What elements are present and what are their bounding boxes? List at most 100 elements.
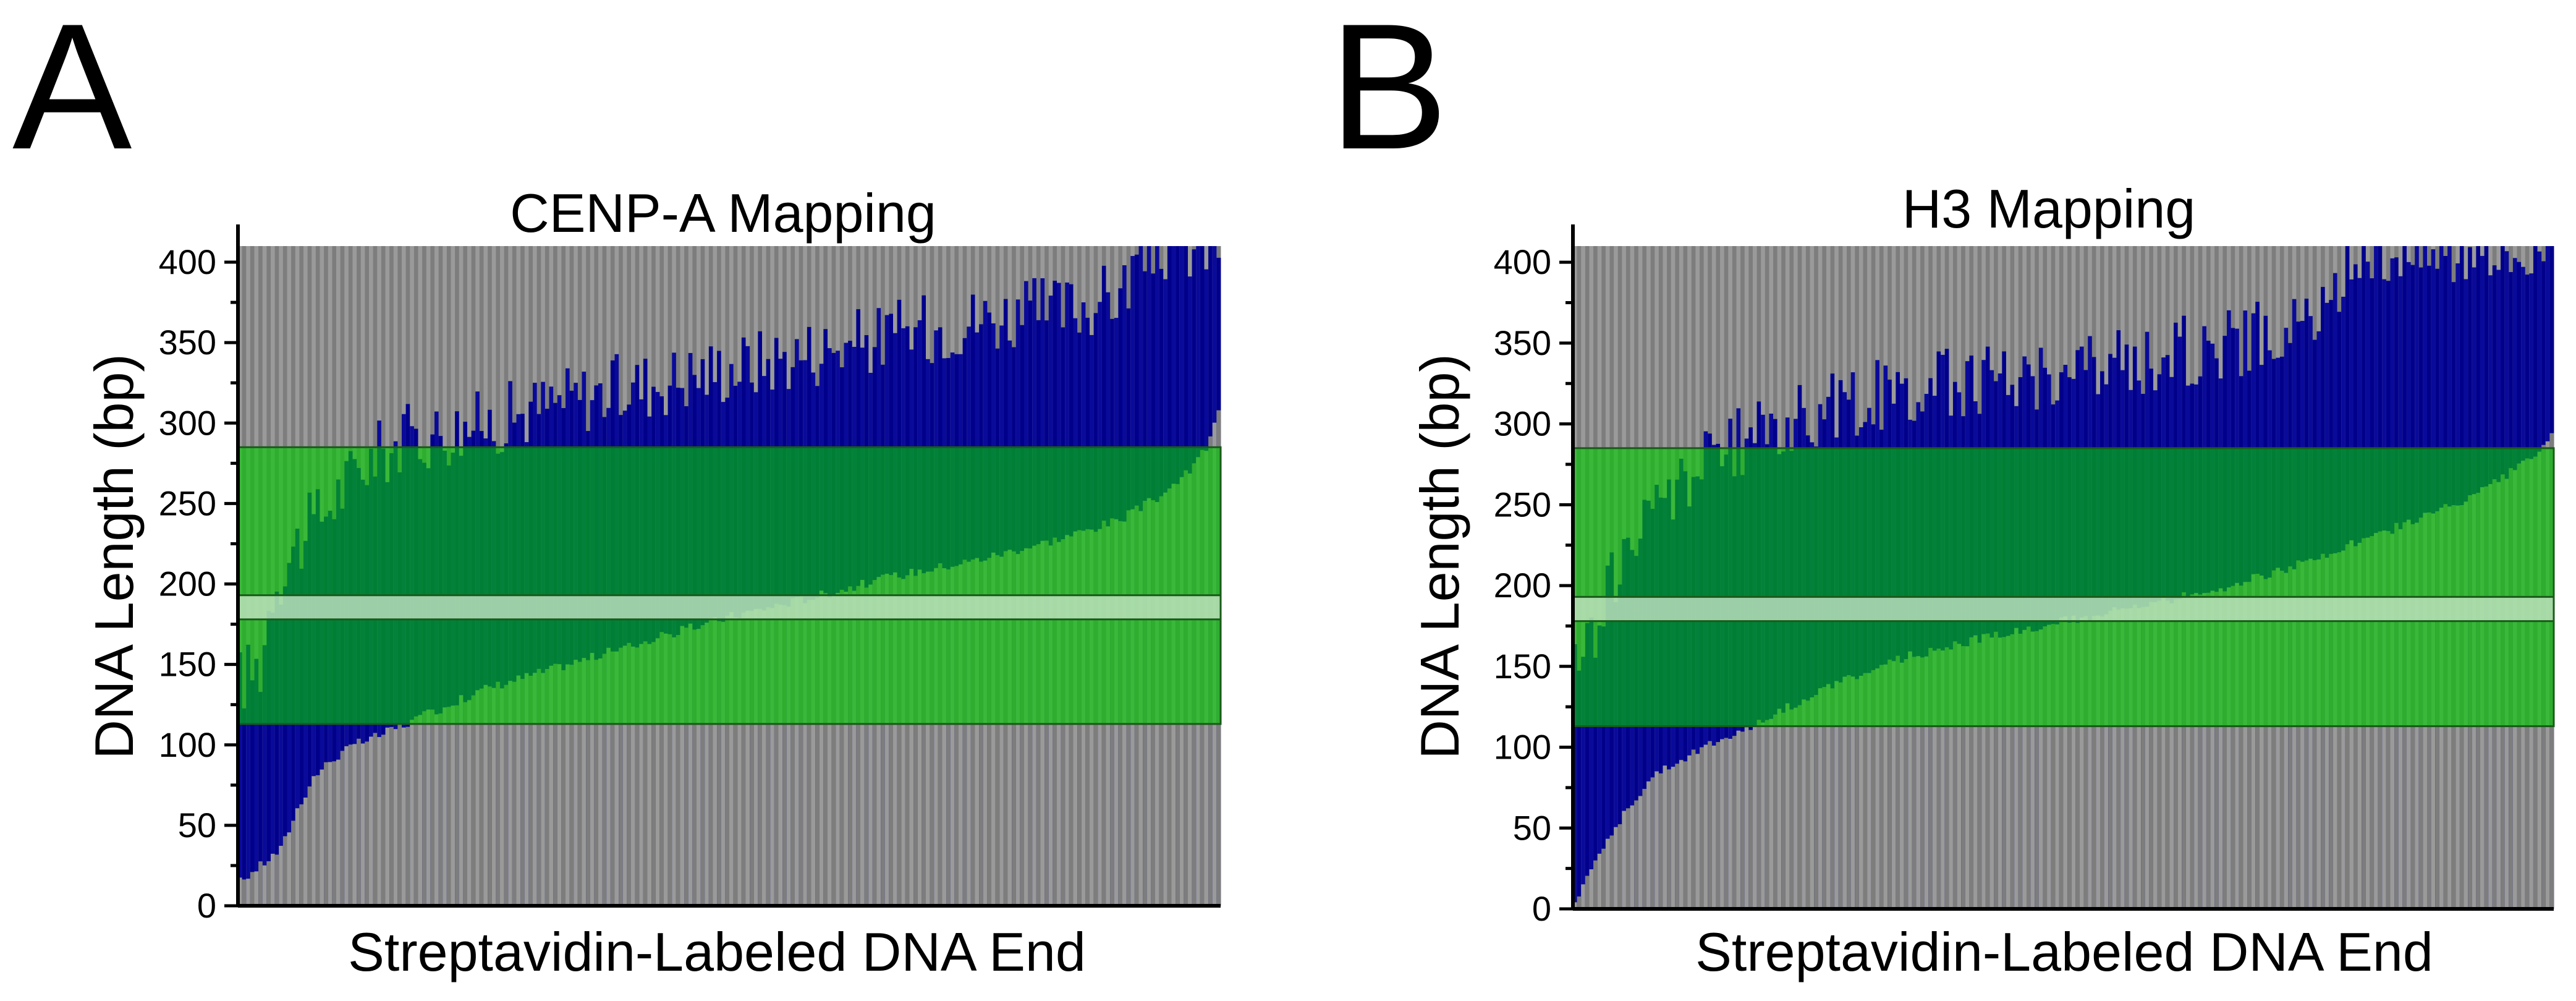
bar-flank-a-155: [872, 580, 877, 906]
bar-flank-b-83: [1912, 657, 1917, 909]
bar-flank-a-39: [397, 724, 402, 906]
bar-flank-a-144: [828, 597, 833, 906]
bar-flank-a-168: [926, 571, 931, 906]
bar-flank-b-157: [2214, 592, 2219, 909]
bar-flank-b-109: [2018, 633, 2023, 909]
bar-flank-a-38: [393, 729, 398, 906]
bar-flank-a-193: [1028, 548, 1033, 906]
bar-flank-b-114: [2038, 629, 2043, 909]
bar-flank-b-58: [1810, 697, 1815, 909]
bar-flank-a-117: [717, 621, 722, 906]
bar-flank-a-18: [311, 776, 316, 906]
bar-flank-a-46: [426, 709, 431, 906]
bar-flank-a-91: [610, 651, 615, 906]
bar-flank-a-36: [385, 727, 390, 906]
bar-flank-b-20: [1654, 771, 1659, 909]
bar-flank-b-125: [2083, 616, 2088, 909]
bar-flank-a-192: [1024, 548, 1029, 906]
bar-nucleosome-a-0: [238, 652, 243, 906]
plot-area-a: 0 50 100 150 200 250 300 350 400: [159, 224, 1222, 925]
bar-flank-a-32: [369, 736, 374, 906]
bar-flank-a-181: [979, 561, 984, 906]
bar-flank-b-148: [2177, 598, 2182, 909]
bar-flank-a-76: [549, 665, 554, 906]
bar-flank-a-14: [295, 808, 300, 906]
bar-flank-b-25: [1675, 764, 1680, 909]
y-tick-label-a-0: 0: [197, 886, 216, 925]
bar-flank-a-23: [332, 761, 337, 906]
bar-flank-a-111: [692, 629, 697, 906]
bar-flank-a-156: [876, 577, 881, 906]
bar-flank-a-94: [622, 645, 627, 906]
bar-nucleosome-a-2: [246, 644, 251, 906]
bar-flank-b-139: [2141, 607, 2146, 909]
bar-flank-a-84: [582, 658, 587, 906]
bar-flank-a-78: [557, 664, 562, 906]
bar-flank-a-138: [803, 603, 808, 906]
bar-flank-a-166: [917, 569, 922, 906]
bar-flank-a-66: [508, 681, 513, 906]
bar-flank-b-71: [1863, 673, 1868, 909]
bar-flank-b-60: [1818, 688, 1823, 909]
bar-flank-a-5: [258, 861, 263, 906]
bar-flank-b-159: [2222, 591, 2227, 909]
bar-flank-a-195: [1036, 544, 1041, 906]
bar-flank-a-50: [443, 707, 447, 906]
bar-flank-a-8: [271, 853, 276, 906]
bar-flank-b-35: [1716, 742, 1721, 909]
bar-flank-a-184: [991, 552, 996, 906]
y-tick-label-b-350: 350: [1494, 323, 1551, 362]
bar-flank-a-137: [799, 597, 803, 906]
bar-flank-b-55: [1797, 705, 1802, 909]
bar-flank-b-57: [1805, 701, 1810, 909]
bar-flank-b-1: [1577, 896, 1582, 909]
bar-flank-b-147: [2174, 599, 2179, 909]
bar-flank-a-125: [750, 611, 755, 906]
bar-flank-b-90: [1941, 650, 1946, 909]
bar-flank-a-81: [569, 665, 574, 906]
bar-flank-b-164: [2243, 582, 2248, 909]
bar-flank-a-17: [307, 786, 312, 906]
bar-flank-a-132: [778, 605, 783, 906]
bar-nucleosome-b-1: [1577, 670, 1582, 909]
bar-flank-a-162: [901, 579, 906, 906]
bar-flank-a-158: [884, 573, 889, 906]
y-tick-label-b-50: 50: [1513, 808, 1551, 847]
bar-flank-b-108: [2014, 628, 2019, 909]
bar-flank-a-62: [491, 688, 496, 906]
bar-flank-b-135: [2124, 608, 2129, 909]
bar-flank-b-160: [2227, 587, 2232, 909]
bar-flank-b-129: [2100, 616, 2105, 909]
x-axis-label-b: Streptavidin-Labeled DNA End: [1695, 921, 2433, 982]
bar-flank-b-98: [1973, 635, 1978, 909]
bar-flank-a-20: [320, 769, 324, 906]
green-band-b: [1572, 447, 2555, 728]
bar-nucleosome-b-3: [1585, 623, 1590, 909]
bar-flank-b-3: [1585, 875, 1590, 909]
bar-flank-a-154: [868, 584, 873, 906]
bar-flank-a-149: [848, 586, 853, 906]
bar-nucleosome-b-15: [1634, 556, 1639, 909]
bar-nucleosome-b-4: [1589, 617, 1594, 909]
bar-nucleosome-b-0: [1573, 644, 1578, 909]
bar-flank-b-120: [2063, 616, 2068, 909]
bar-flank-a-130: [770, 608, 775, 906]
bar-flank-a-10: [279, 846, 284, 906]
bar-flank-a-174: [950, 566, 955, 906]
bar-flank-b-181: [2312, 560, 2317, 909]
bar-flank-a-170: [934, 568, 939, 906]
bar-flank-a-29: [357, 738, 362, 906]
bar-flank-b-127: [2091, 616, 2096, 909]
bar-flank-a-169: [930, 571, 934, 906]
bar-flank-b-149: [2182, 592, 2187, 909]
bar-flank-b-137: [2132, 605, 2137, 909]
bar-flank-a-103: [659, 632, 664, 906]
bar-flank-a-104: [664, 633, 669, 906]
bar-flank-a-89: [602, 654, 607, 906]
bar-flank-b-66: [1842, 676, 1847, 909]
bar-flank-a-42: [410, 720, 415, 906]
bar-flank-a-135: [790, 598, 795, 906]
bar-flank-a-187: [1003, 551, 1008, 906]
bar-flank-b-165: [2247, 582, 2252, 909]
